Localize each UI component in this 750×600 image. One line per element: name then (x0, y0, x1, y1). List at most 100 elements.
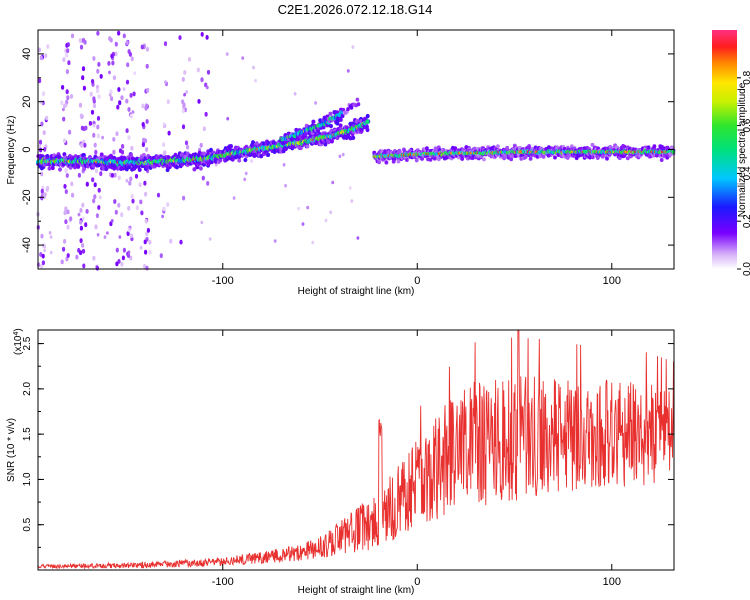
spectrogram-cell (122, 156, 127, 161)
spectrogram-cell (605, 156, 609, 161)
spectrogram-cell (141, 122, 145, 127)
spectrogram-cell (129, 176, 133, 182)
spectrogram-cell (232, 196, 236, 200)
spectrogram-cell (114, 41, 118, 47)
spectrogram-cell (323, 142, 328, 147)
spectrogram-cell (460, 156, 465, 161)
spectrogram-cell (181, 108, 185, 114)
spectrogram-cell (132, 91, 136, 97)
spectrogram-cell (93, 142, 97, 148)
spectrogram-cell (355, 97, 360, 102)
spectrogram-cell (206, 181, 210, 186)
spectrogram-cell (197, 99, 201, 104)
spectrogram-cell (133, 71, 137, 75)
spectrogram-cell (65, 173, 69, 178)
spectrogram-cell (97, 187, 101, 193)
colorbar-tick-label: 0.2 (742, 214, 750, 228)
spectrogram-cell (156, 192, 161, 198)
spectrogram-cell (66, 95, 70, 101)
y-tick-label: 1.0 (22, 472, 33, 486)
spectrogram-cell (311, 240, 315, 245)
spectrogram-cell (99, 152, 104, 157)
spectrogram-ticks: -100 0 100 -40 -20 0 20 40 (21, 29, 674, 287)
spectrogram-cell (85, 181, 89, 187)
spectrogram-cell (122, 87, 126, 91)
spectrogram-cell (82, 85, 86, 91)
spectrogram-cell (130, 56, 134, 62)
spectrogram-cell (40, 121, 44, 127)
y-tick-label: 20 (21, 96, 33, 108)
spectrogram-cell (146, 87, 150, 93)
spectrogram-cell (162, 151, 166, 157)
spectrogram-cell (88, 121, 92, 126)
spectrogram-cell (92, 123, 96, 128)
spectrogram-cell (329, 210, 333, 215)
spectrogram-cell (117, 175, 121, 181)
spectrogram-cell (120, 95, 124, 100)
spectrogram-cell (115, 131, 119, 137)
spectrogram-cell (140, 210, 144, 216)
spectrogram-cell (306, 205, 310, 210)
spectrogram-cell (162, 122, 166, 127)
spectrogram-cell (251, 140, 255, 145)
spectrogram-cell (114, 51, 118, 57)
spectrogram-cell (139, 245, 143, 250)
spectrogram-cell (208, 237, 212, 241)
spectrogram-cell (127, 250, 131, 255)
spectrogram-cell (96, 124, 100, 130)
spectrogram-cell (453, 146, 458, 151)
spectrogram-cell (163, 41, 168, 47)
spectrogram-cell (97, 205, 101, 210)
spectrogram-cell (135, 205, 139, 211)
spectrogram-cell (181, 77, 185, 82)
spectrogram-cell (95, 213, 99, 219)
spectrogram-cell (482, 157, 486, 162)
spectrogram-cell (145, 119, 149, 124)
spectrogram-cell (79, 225, 83, 231)
spectrogram-cell (243, 177, 247, 182)
spectrogram-cell (131, 110, 135, 114)
spectrogram-cell (127, 227, 131, 233)
spectrogram-cell (282, 163, 286, 167)
spectrogram-cell (646, 145, 651, 150)
spectrogram-cell (348, 186, 352, 190)
spectrogram-cell (66, 209, 70, 215)
spectrogram-cell (120, 149, 125, 155)
x-tick-label: -100 (212, 576, 234, 588)
spectrogram-cell (101, 135, 104, 140)
spectrogram-cell (66, 42, 70, 47)
spectrogram-cell (226, 116, 230, 121)
spectrogram-cell (40, 171, 44, 177)
spectrogram-cell (106, 231, 109, 235)
spectrogram-cell (122, 33, 126, 39)
spectrogram-cell (81, 248, 86, 254)
spectrogram-cell (108, 70, 111, 75)
spectrogram-cell (41, 260, 46, 266)
spectrogram-cell (43, 147, 47, 152)
spectrogram-cell (391, 159, 396, 164)
spectrogram-cell (254, 141, 259, 146)
spectrogram-cell (205, 35, 209, 40)
spectrogram-cell (81, 152, 86, 158)
spectrogram-cell (252, 65, 255, 70)
spectrogram-cell (66, 48, 70, 53)
spectrogram-cell (182, 102, 186, 108)
spectrogram-cell (97, 94, 101, 100)
figure-title: C2E1.2026.072.12.18.G14 (278, 2, 433, 17)
spectrogram-cell (199, 142, 203, 148)
spectrogram-cell (66, 253, 70, 258)
snr-multiplier: (x104) (13, 328, 25, 355)
spectrogram-cell (509, 157, 514, 162)
spectrogram-cell (117, 87, 121, 92)
spectrogram-cell (301, 135, 305, 140)
spectrogram-cell (129, 113, 133, 119)
spectrogram-cell (351, 135, 356, 140)
spectrogram-cell (122, 247, 126, 253)
spectrogram-cell (141, 103, 145, 109)
spectrogram-cell (143, 263, 147, 269)
spectrogram-cell (145, 103, 149, 108)
spectrogram-cell (110, 96, 114, 101)
spectrogram-cell (68, 165, 73, 170)
colorbar-tick-label: 0.4 (742, 166, 750, 180)
spectrogram-cell (70, 181, 74, 187)
